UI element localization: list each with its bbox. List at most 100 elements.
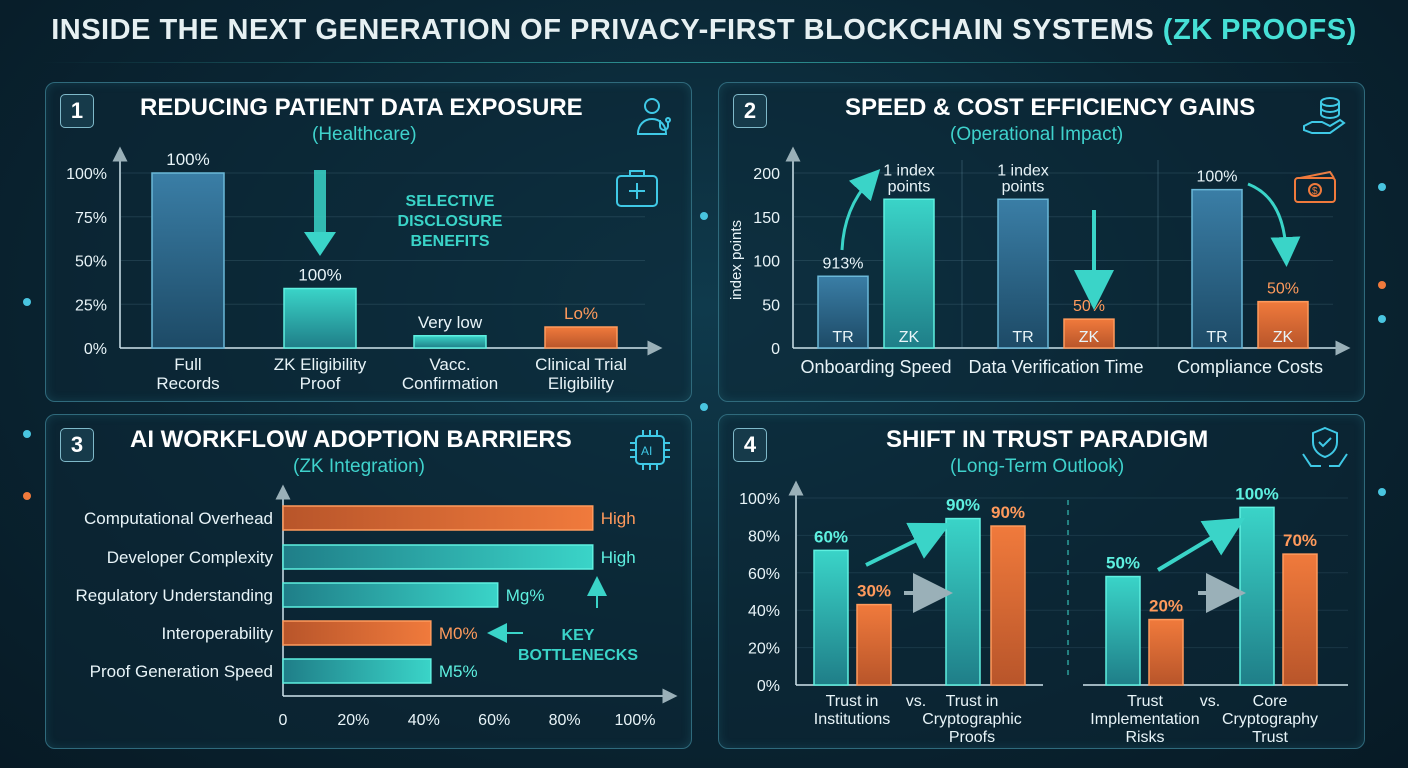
bar-value-label: 90%: [991, 503, 1025, 522]
bar-value-label: M0%: [439, 624, 478, 643]
x-category-label: Confirmation: [402, 374, 498, 393]
x-tick-label: 0: [279, 712, 288, 729]
y-tick-label: 50: [762, 297, 780, 314]
bar-7: [1282, 553, 1318, 686]
bar-value-label: Mg%: [506, 586, 545, 605]
x-tick-label: 40%: [408, 712, 440, 729]
bar-value-label: 50%: [1106, 554, 1140, 573]
vs-label: vs.: [906, 693, 926, 710]
y-tick-label: 200: [753, 166, 780, 183]
x-tick-label: 60%: [478, 712, 510, 729]
x-tick-label: 80%: [549, 712, 581, 729]
series-label: ZK: [1273, 329, 1294, 346]
bar-0: [813, 549, 849, 686]
x-category-label: Cryptographic: [922, 711, 1022, 728]
y-tick-label: 150: [753, 210, 780, 227]
bar-zk: [1257, 300, 1309, 349]
bar-4: [282, 658, 432, 684]
y-tick-label: 100%: [66, 166, 107, 183]
bar-value-label: 100%: [1235, 484, 1278, 503]
trend-arrow: [1156, 517, 1246, 572]
x-category-label: Full: [174, 355, 201, 374]
y-tick-label: 75%: [75, 210, 107, 227]
bar-value-label: 30%: [857, 582, 891, 601]
x-category-label: Vacc.: [429, 355, 470, 374]
y-tick-label: 20%: [748, 641, 780, 658]
panel-ai-barriers: [45, 414, 692, 749]
circuit-dot: [1378, 315, 1386, 323]
bar-value-label: High: [601, 509, 636, 528]
bar-tr: [817, 275, 869, 349]
annotation-label: SELECTIVE: [406, 193, 495, 210]
bar-0: [282, 505, 594, 531]
x-tick-label: 20%: [337, 712, 369, 729]
y-tick-label: 100: [753, 254, 780, 271]
bar-value-label: Lo%: [564, 304, 598, 323]
x-category-label: Records: [156, 374, 219, 393]
bar-value-label: Very low: [418, 313, 483, 332]
y-tick-label: 80%: [748, 528, 780, 545]
y-category-label: Proof Generation Speed: [90, 662, 273, 681]
chart-trust: 0% 20% 40% 60% 80% 100% 60% 30% 90% 90% 50% 20% 100%…: [739, 480, 1348, 746]
panel-2-subtitle: (Operational Impact): [950, 124, 1124, 145]
bar-0: [151, 172, 225, 349]
decrease-arrow: [1247, 182, 1301, 267]
x-category-label: Implementation: [1090, 711, 1199, 728]
panel-4-title: SHIFT IN TRUST PARADIGM: [886, 426, 1209, 453]
panel-1-subtitle: (Healthcare): [312, 124, 417, 145]
panel-3-number: 3: [60, 428, 94, 462]
bar-5: [1148, 618, 1184, 686]
chart-ai-barriers: Computational Overhead High Developer Comp…: [75, 484, 678, 729]
x-tick-label: 100%: [615, 712, 656, 729]
title-main: INSIDE THE NEXT GENERATION OF PRIVACY-FI…: [51, 14, 1155, 46]
bar-2: [282, 582, 499, 608]
series-label: TR: [1206, 329, 1227, 346]
panel-1-title: REDUCING PATIENT DATA EXPOSURE: [140, 94, 583, 121]
y-tick-label: 40%: [748, 603, 780, 620]
panel-2-number: 2: [733, 94, 767, 128]
bar-3: [544, 326, 618, 349]
x-category-label: Proof: [300, 374, 341, 393]
circuit-dot: [700, 403, 708, 411]
doctor-icon: [636, 98, 671, 135]
panel-1-number: 1: [60, 94, 94, 128]
bar-zk: [883, 198, 935, 349]
x-category-label: Eligibility: [548, 374, 615, 393]
circuit-dot: [1378, 488, 1386, 496]
bar-zk: [1063, 318, 1115, 349]
bar-value-label: 60%: [814, 527, 848, 546]
page-title: INSIDE THE NEXT GENERATION OF PRIVACY-FI…: [0, 14, 1408, 47]
medical-kit-icon: [616, 170, 658, 207]
circuit-dot: [23, 298, 31, 306]
bar-value-label: 100%: [298, 266, 341, 285]
bar-value-label: 50%: [1267, 281, 1299, 298]
ai-chip-icon: AI: [630, 430, 670, 470]
bar-1: [283, 287, 357, 349]
circuit-dot: [23, 492, 31, 500]
annotation-label: BOTTLENECKS: [518, 647, 638, 664]
bar-value-label: points: [888, 178, 931, 195]
cash-icon: $: [1294, 170, 1336, 203]
bar-value-label: 1 index: [997, 162, 1049, 179]
y-category-label: Developer Complexity: [107, 548, 274, 567]
series-label: ZK: [1079, 329, 1100, 346]
group-label: Data Verification Time: [968, 357, 1143, 377]
x-category-label: Trust: [1252, 729, 1288, 746]
bar-value-label: 100%: [1197, 169, 1238, 186]
group-label: Onboarding Speed: [800, 357, 951, 377]
bar-2: [945, 517, 981, 686]
bar-3: [282, 620, 432, 646]
shield-hands-icon: [1302, 426, 1348, 467]
y-tick-label: 0: [771, 341, 780, 358]
bar-value-label: M5%: [439, 662, 478, 681]
bar-value-label: 100%: [166, 150, 209, 169]
series-label: ZK: [899, 329, 920, 346]
bar-1: [856, 603, 892, 686]
y-tick-label: 50%: [75, 254, 107, 271]
group-label: Compliance Costs: [1177, 357, 1323, 377]
panel-4-subtitle: (Long-Term Outlook): [950, 456, 1125, 477]
bar-6: [1239, 506, 1275, 686]
annotation-label: KEY: [562, 627, 595, 644]
bar-3: [990, 525, 1026, 686]
